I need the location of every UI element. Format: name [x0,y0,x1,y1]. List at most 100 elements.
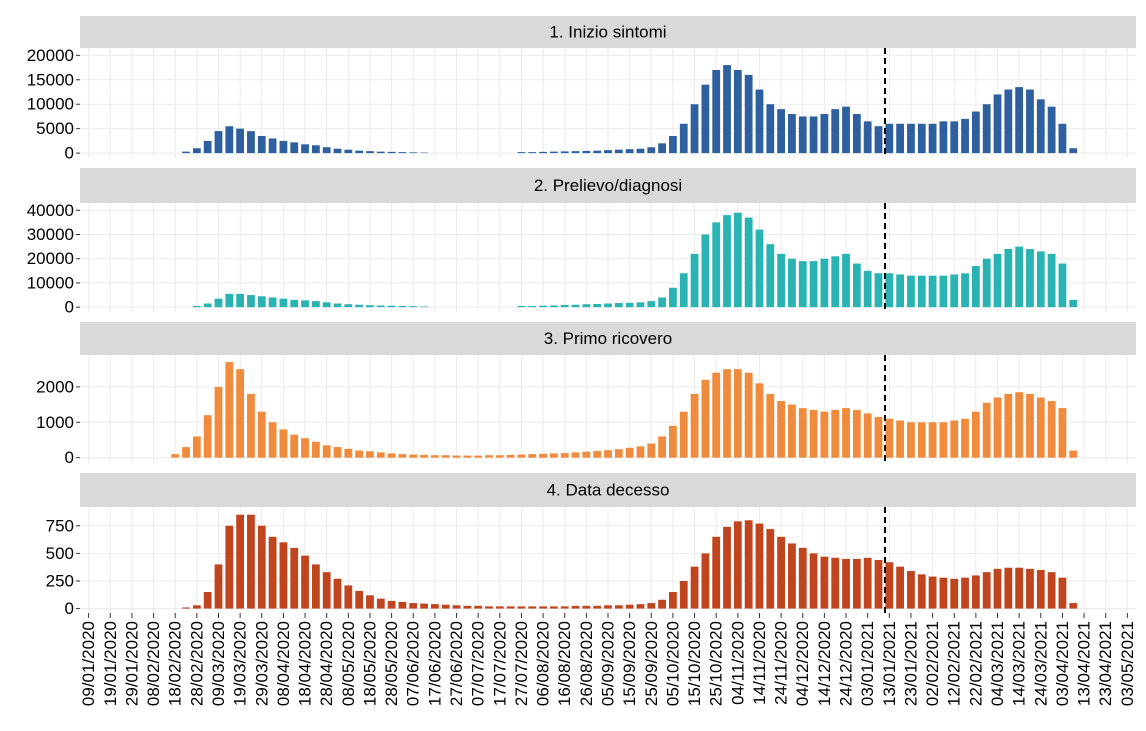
bar [1059,264,1067,308]
x-tick-label: 09/01/2020 [79,621,98,706]
bar [442,605,450,609]
bar [269,422,277,457]
bar [831,256,839,307]
bar [994,254,1002,307]
y-tick-label: 15000 [27,70,74,89]
y-tick-label: 20000 [27,46,74,65]
bar [561,151,569,153]
bar [539,306,547,307]
y-tick-label: 2000 [36,377,74,396]
bar [1069,300,1077,307]
bar [561,606,569,608]
bar [799,116,807,153]
x-tick-label: 29/01/2020 [122,621,141,706]
y-tick-label: 1000 [36,413,74,432]
bar [453,605,461,608]
bar [885,419,893,458]
bar [225,126,233,153]
x-tick-label: 08/04/2020 [274,621,293,706]
bar [885,124,893,153]
bar [377,152,385,153]
bar [712,70,720,153]
bar [896,421,904,458]
bar [864,121,872,153]
x-tick-label: 06/08/2020 [534,621,553,706]
bar [312,564,320,608]
bar [366,305,374,307]
bar [366,151,374,153]
bar [810,410,818,458]
bar [280,542,288,608]
bar [691,104,699,153]
bar [961,273,969,307]
bar [658,297,666,307]
bar [593,451,601,458]
y-tick-label: 10000 [27,95,74,114]
x-tick-label: 04/12/2020 [793,621,812,706]
bar [680,412,688,458]
bar [766,394,774,458]
bar [290,435,298,458]
bar [615,150,623,153]
bar [842,408,850,458]
y-tick-label: 500 [46,544,74,563]
bar [842,254,850,307]
bar [831,410,839,458]
bar [215,564,223,608]
bar [1037,251,1045,307]
bar [701,234,709,307]
bar [766,104,774,153]
x-tick-label: 22/02/2021 [966,621,985,706]
bar [496,606,504,608]
bar [1004,90,1012,154]
x-tick-label: 16/08/2020 [555,621,574,706]
bar [1037,570,1045,609]
bar [788,114,796,153]
bar [1048,401,1056,458]
bar [1069,148,1077,153]
bar [247,295,255,307]
x-tick-label: 25/10/2020 [707,621,726,706]
bar [788,405,796,458]
bar [323,572,331,608]
bar [550,152,558,153]
bar [1026,90,1034,154]
x-tick-label: 14/12/2020 [815,621,834,706]
bar [463,456,471,458]
bar [1015,247,1023,308]
bar [247,131,255,153]
bar [1015,392,1023,458]
bar [366,451,374,457]
bar [777,109,785,153]
bar [366,595,374,608]
bar [658,436,666,457]
bar [269,297,277,307]
bar [658,600,666,609]
bar [669,136,677,153]
bar [420,306,428,307]
bar [831,558,839,609]
x-tick-label: 17/07/2020 [490,621,509,706]
bar [810,261,818,307]
bar [777,401,785,458]
bar [431,455,439,457]
bar [442,455,450,457]
bar [399,152,407,153]
bar [1004,394,1012,458]
bar [799,261,807,307]
bar [756,524,764,609]
bar [225,362,233,458]
bar [301,144,309,153]
bar [420,604,428,609]
bar [745,218,753,308]
bar [864,413,872,457]
bar [864,558,872,609]
bar [734,369,742,458]
bar [193,306,201,307]
bar [301,438,309,457]
bar [582,151,590,153]
bar [474,606,482,609]
bar [604,304,612,308]
bar [788,543,796,608]
y-tick-label: 750 [46,516,74,535]
